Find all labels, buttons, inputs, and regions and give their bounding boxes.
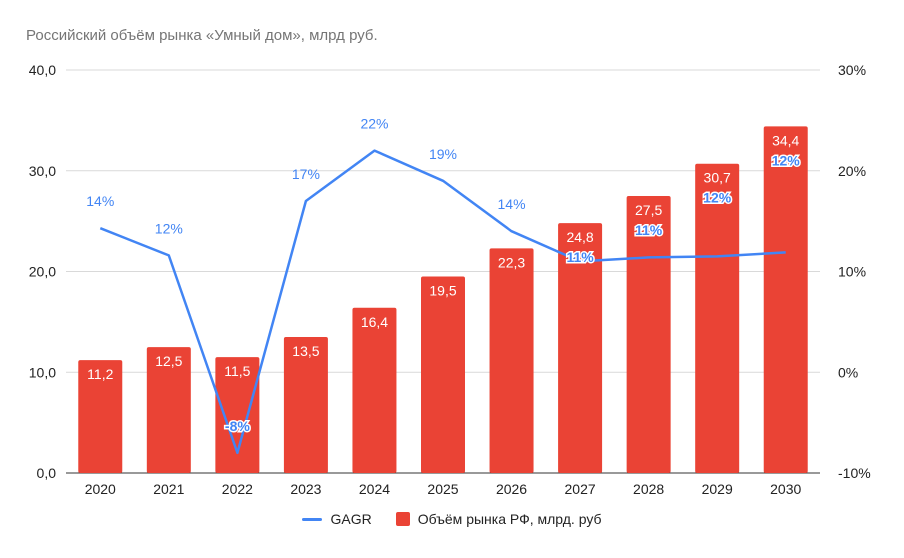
bar: [489, 248, 534, 473]
bar: [352, 307, 397, 473]
bar-value-label: 24,8: [566, 229, 593, 245]
legend-label-gagr: GAGR: [330, 511, 372, 527]
x-tick-label: 2027: [565, 481, 596, 497]
gagr-line: [99, 149, 786, 455]
y-left-tick-label: 30,0: [29, 163, 56, 179]
x-tick-label: 2020: [85, 481, 116, 497]
x-tick-label: 2021: [153, 481, 184, 497]
bar-value-label: 12,5: [155, 353, 182, 369]
x-tick-label: 2023: [290, 481, 321, 497]
bar: [146, 347, 191, 473]
bar: [421, 276, 465, 473]
bar: [695, 163, 740, 473]
bar-value-label: 34,4: [772, 132, 799, 148]
gagr-value-label: 19%: [429, 146, 457, 162]
bar: [558, 223, 603, 473]
bar-value-label: 11,2: [87, 366, 113, 382]
bar: [283, 336, 328, 473]
gagr-value-label: 22%: [360, 116, 388, 132]
gagr-value-label: 14%: [86, 193, 114, 209]
gagr-value-label: 11%: [635, 222, 663, 238]
bar-value-label: 16,4: [361, 314, 388, 330]
bar-value-label: 11,5: [224, 363, 250, 379]
y-left-tick-label: 0,0: [37, 465, 57, 481]
y-left-tick-label: 10,0: [29, 364, 56, 380]
bar: [626, 195, 671, 473]
gagr-value-label: 12%: [703, 190, 732, 206]
x-tick-label: 2022: [222, 481, 253, 497]
y-right-tick-label: 0%: [838, 364, 858, 380]
legend-item-market[interactable]: Объём рынка РФ, млрд. руб: [395, 511, 602, 527]
legend-line-swatch: [302, 517, 323, 521]
gagr-value-label: 14%: [498, 196, 526, 212]
y-right-tick-label: 20%: [838, 163, 866, 179]
legend-item-gagr[interactable]: GAGR: [302, 511, 372, 527]
bar: [215, 357, 260, 473]
bar: [78, 360, 123, 473]
y-right-tick-label: 30%: [838, 62, 866, 78]
x-tick-label: 2024: [359, 481, 390, 497]
bar-value-label: 13,5: [292, 343, 319, 359]
chart-title: Российский объём рынка «Умный дом», млрд…: [26, 27, 378, 44]
y-left-tick-label: 20,0: [29, 264, 56, 280]
bar-value-label: 19,5: [429, 283, 456, 299]
legend-label-market: Объём рынка РФ, млрд. руб: [417, 511, 602, 527]
gagr-value-label: 12%: [772, 152, 801, 168]
y-right-tick-label: 10%: [838, 264, 866, 280]
x-tick-label: 2025: [427, 481, 458, 497]
gagr-value-label: 17%: [292, 166, 320, 182]
y-left-tick-label: 40,0: [29, 62, 56, 78]
legend-bar-swatch: [395, 512, 410, 526]
chart-canvas: 0,0 10,0 20,0 30,0 40,0 -10% 0% 10% 20% 30% 2020 20…: [29, 62, 871, 497]
bar-value-label: 27,5: [635, 202, 662, 218]
legend: GAGR Объём рынка РФ, млрд. руб: [0, 511, 904, 527]
bar: [763, 126, 808, 474]
bar-value-label: 22,3: [498, 254, 525, 270]
x-tick-label: 2029: [702, 481, 733, 497]
x-tick-label: 2028: [633, 481, 664, 497]
gagr-value-label: 12%: [155, 220, 183, 236]
x-tick-label: 2026: [496, 481, 527, 497]
gagr-value-label: -8%: [225, 418, 250, 434]
x-tick-label: 2030: [770, 481, 801, 497]
bar-value-label: 30,7: [704, 170, 731, 186]
gagr-value-label: 11%: [566, 249, 594, 265]
y-right-tick-label: -10%: [838, 465, 871, 481]
